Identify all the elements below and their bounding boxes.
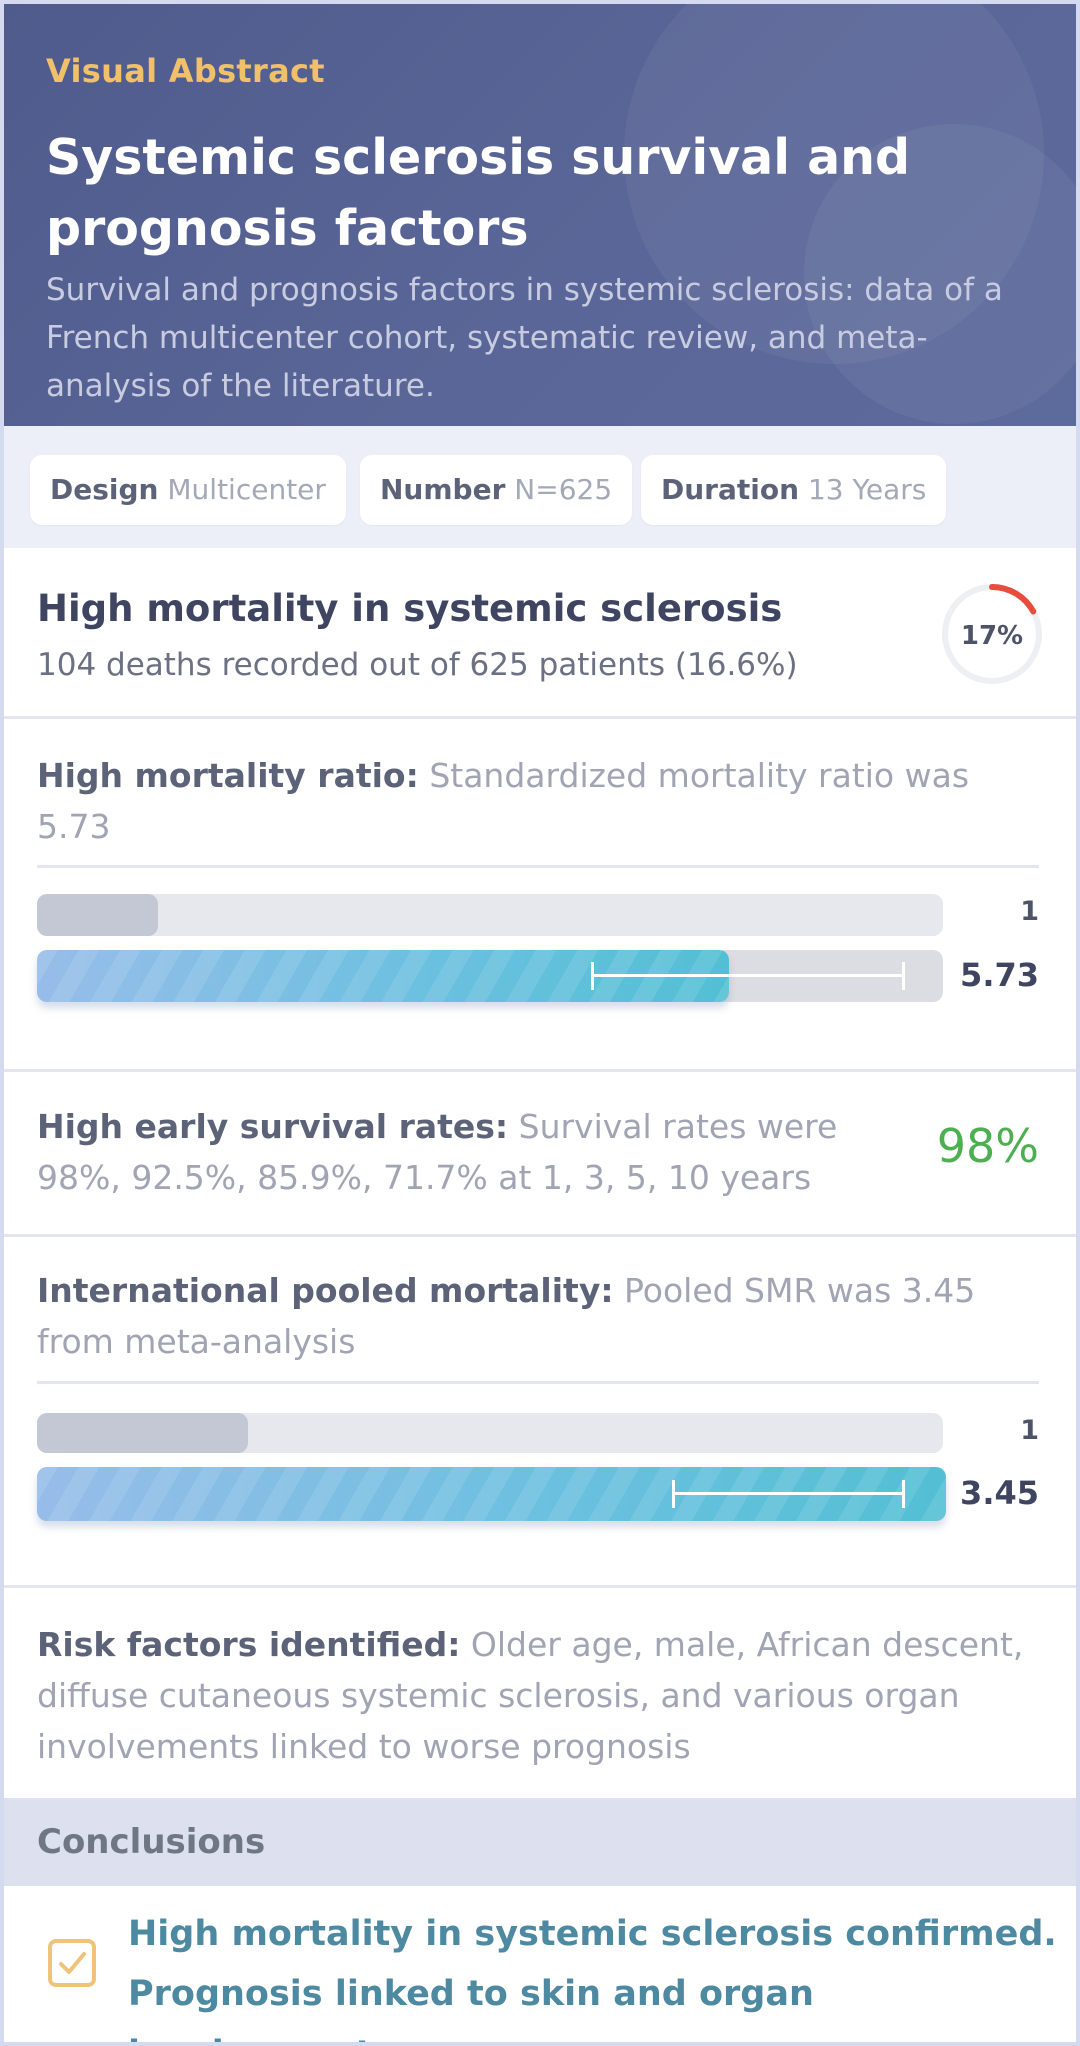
smr-ci-lower-cap	[591, 962, 594, 990]
smr-value-label: 5.73	[960, 956, 1039, 994]
pooled-reference-label: 1	[1020, 1415, 1039, 1446]
header-banner: Visual Abstract Systemic sclerosis survi…	[4, 4, 1076, 426]
smr-ci-upper-cap	[902, 962, 905, 990]
pooled-reference-bar	[37, 1413, 249, 1453]
conclusions-text: High mortality in systemic sclerosis con…	[128, 1914, 1057, 2042]
risk-paragraph: Risk factors identified: Older age, male…	[37, 1619, 1037, 1772]
smr-reference-bar	[37, 894, 158, 936]
chip-label: Design	[50, 473, 159, 506]
pooled-value-track	[37, 1467, 946, 1521]
smr-separator	[37, 865, 1039, 868]
chip-duration: Duration 13 Years	[641, 455, 947, 525]
pooled-value-label: 3.45	[960, 1474, 1039, 1512]
smr-text: Standardized mortality ratio was 5.73	[37, 756, 970, 846]
pooled-paragraph: International pooled mortality: Pooled S…	[37, 1265, 1037, 1367]
decorative-blob	[624, 4, 1044, 364]
smr-reference-track	[37, 894, 943, 936]
smr-heading: High mortality ratio:	[37, 756, 419, 795]
chip-label: Number	[380, 473, 506, 506]
survival-text: Survival rates were 98%, 92.5%, 85.9%, 7…	[37, 1107, 838, 1197]
visual-abstract-card: Visual Abstract Systemic sclerosis survi…	[4, 4, 1076, 2042]
conclusions-header: Conclusions	[4, 1798, 1076, 1886]
chip-value: N=625	[514, 473, 613, 506]
chip-label: Duration	[661, 473, 800, 506]
chip-number: Number N=625	[360, 455, 633, 525]
survival-heading: High early survival rates:	[37, 1107, 509, 1146]
risk-heading: Risk factors identified:	[37, 1625, 461, 1664]
smr-paragraph: High mortality ratio: Standardized morta…	[37, 750, 1037, 852]
section-divider	[4, 1234, 1076, 1237]
smr-reference-label: 1	[1020, 896, 1039, 927]
chip-value: 13 Years	[807, 473, 927, 506]
pooled-separator	[37, 1381, 1039, 1384]
pooled-reference-track	[37, 1413, 943, 1453]
eyebrow-label: Visual Abstract	[46, 52, 325, 90]
mortality-text: 104 deaths recorded out of 625 patients …	[37, 647, 798, 683]
pooled-ci-line	[672, 1492, 905, 1495]
page-subtitle: Survival and prognosis factors in system…	[46, 272, 1003, 404]
risk-text: Older age, male, African descent, diffus…	[37, 1625, 1024, 1766]
survival-paragraph: High early survival rates: Survival rate…	[37, 1101, 867, 1203]
smr-ci-line	[591, 974, 905, 977]
pooled-heading: International pooled mortality:	[37, 1271, 614, 1310]
check-mark	[59, 1952, 86, 1974]
pooled-ci-lower-cap	[672, 1480, 675, 1508]
mortality-progress-ring: 17%	[942, 584, 1042, 684]
checkbox-check-icon	[48, 1939, 96, 1987]
pooled-text: Pooled SMR was 3.45 from meta-analysis	[37, 1271, 976, 1361]
survival-highlight: 98%	[936, 1119, 1039, 1173]
ring-label: 17%	[961, 621, 1023, 651]
smr-value-track	[37, 950, 943, 1002]
section-divider	[4, 1069, 1076, 1072]
decorative-blob	[804, 124, 1076, 424]
section-divider	[4, 1585, 1076, 1588]
mortality-title: High mortality in systemic sclerosis	[37, 587, 783, 630]
pooled-ci-upper-cap	[902, 1480, 905, 1508]
study-info-bar: Design Multicenter Number N=625 Duration…	[4, 426, 1076, 548]
page-title: Systemic sclerosis survival and prognosi…	[46, 129, 911, 257]
ring-progress-arc	[942, 584, 1042, 684]
chip-value: Multicenter	[167, 473, 326, 506]
section-divider	[4, 716, 1076, 719]
chip-design: Design Multicenter	[30, 455, 346, 525]
